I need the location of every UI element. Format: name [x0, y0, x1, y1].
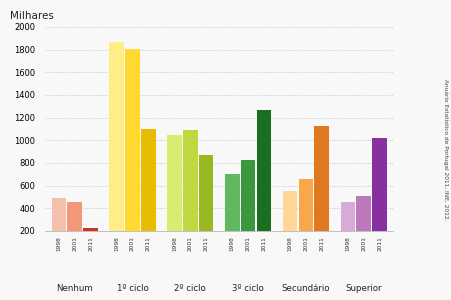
- Bar: [51, 198, 66, 254]
- Text: 1998: 1998: [56, 237, 61, 251]
- Text: Secundário: Secundário: [281, 284, 329, 293]
- Text: 2001: 2001: [72, 237, 77, 251]
- Bar: [167, 135, 181, 254]
- Bar: [125, 49, 139, 254]
- Bar: [141, 129, 155, 254]
- Bar: [314, 126, 328, 254]
- Bar: [198, 155, 213, 254]
- Bar: [282, 191, 297, 254]
- Bar: [372, 137, 386, 254]
- Bar: [67, 202, 82, 254]
- Text: 2011: 2011: [146, 237, 151, 251]
- Bar: [256, 110, 271, 254]
- Text: 3º ciclo: 3º ciclo: [232, 284, 263, 293]
- Text: 2011: 2011: [88, 237, 93, 251]
- Text: 2º ciclo: 2º ciclo: [174, 284, 206, 293]
- Bar: [109, 42, 124, 254]
- Bar: [340, 202, 354, 254]
- Text: 1998: 1998: [345, 237, 350, 251]
- Text: 1998: 1998: [287, 237, 292, 251]
- Bar: [183, 130, 197, 254]
- Bar: [298, 179, 313, 254]
- Text: 2001: 2001: [245, 237, 250, 251]
- Bar: [225, 174, 239, 254]
- Text: 2001: 2001: [360, 237, 365, 251]
- Text: Nenhum: Nenhum: [56, 284, 93, 293]
- Text: 2001: 2001: [303, 237, 308, 251]
- Text: 2011: 2011: [376, 237, 381, 251]
- Text: 1998: 1998: [171, 237, 176, 251]
- Text: Superior: Superior: [345, 284, 381, 293]
- Bar: [83, 228, 98, 254]
- Bar: [356, 196, 370, 254]
- Bar: [240, 160, 255, 254]
- Text: 2001: 2001: [188, 237, 193, 251]
- Text: 2011: 2011: [261, 237, 266, 251]
- Text: 1º ciclo: 1º ciclo: [116, 284, 148, 293]
- Text: 1998: 1998: [114, 237, 119, 251]
- Text: 2001: 2001: [130, 237, 135, 251]
- Text: Milhares: Milhares: [10, 11, 54, 21]
- Text: 2011: 2011: [318, 237, 323, 251]
- Text: 2011: 2011: [203, 237, 208, 251]
- Text: 1998: 1998: [229, 237, 234, 251]
- Text: Anuário Estatístico de Portugal 2011, INE, 2012.: Anuário Estatístico de Portugal 2011, IN…: [442, 79, 447, 221]
